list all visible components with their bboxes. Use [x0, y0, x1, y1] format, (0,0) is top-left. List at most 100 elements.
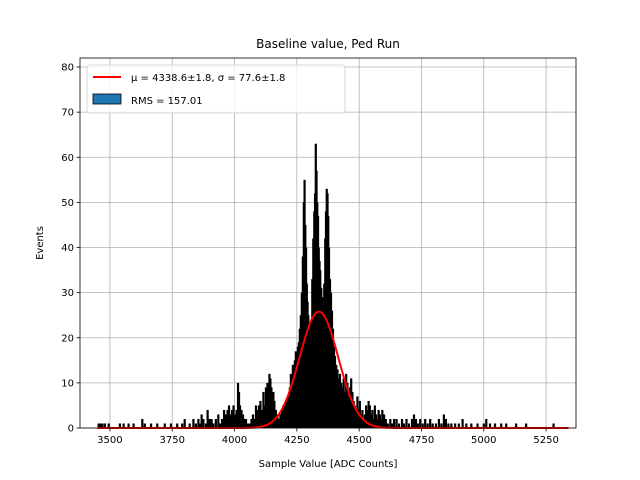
histogram-bar	[183, 418, 186, 428]
histogram-bar	[260, 409, 264, 428]
histogram-bar	[442, 414, 445, 428]
legend-fit-label: μ = 4338.6±1.8, σ = 77.6±1.8	[131, 73, 285, 84]
histogram-bar	[410, 418, 414, 428]
y-tick-label: 40	[61, 243, 74, 254]
histogram-bar	[273, 400, 276, 428]
histogram-bar	[97, 423, 100, 428]
histogram-bar	[407, 423, 411, 428]
histogram-bar	[143, 423, 146, 428]
y-tick-label: 0	[68, 424, 74, 435]
histogram-bar	[214, 418, 217, 428]
histogram-bar	[390, 423, 394, 428]
histogram-bar	[488, 423, 492, 428]
histogram-bar	[127, 423, 130, 428]
histogram-bar	[217, 414, 220, 428]
histogram-bar	[181, 423, 184, 428]
histogram-bar	[400, 418, 404, 428]
histogram-bar	[122, 423, 125, 428]
histogram-bar	[402, 423, 406, 428]
histogram-bar	[351, 391, 354, 428]
histogram-bar	[218, 423, 222, 428]
histogram-bar	[440, 423, 443, 428]
histogram-bar	[118, 423, 121, 428]
histogram-bar	[348, 387, 352, 428]
histogram-bar	[220, 418, 224, 428]
histogram-bar	[505, 423, 508, 428]
histogram-bar	[350, 378, 353, 428]
histogram-bar	[515, 423, 518, 428]
histogram-bar	[500, 423, 503, 428]
histogram-bar	[194, 423, 197, 428]
x-tick-label: 4000	[222, 435, 247, 446]
legend: μ = 4338.6±1.8, σ = 77.6±1.8 RMS = 157.0…	[86, 64, 346, 114]
histogram-bar	[169, 423, 173, 428]
histogram-bar	[454, 423, 457, 428]
histogram-bar	[246, 423, 249, 428]
histogram-bar	[250, 418, 253, 428]
histogram-bar	[384, 418, 387, 428]
histogram-bar	[132, 423, 135, 428]
histogram-bar	[355, 409, 358, 428]
histogram-bar	[163, 423, 166, 428]
histogram-bar	[238, 405, 242, 428]
histogram-bar	[450, 423, 453, 428]
y-axis-label: Events	[35, 226, 46, 260]
histogram-bar	[283, 405, 286, 428]
histogram-bar	[382, 414, 386, 428]
histogram-bar	[149, 423, 153, 428]
x-tick-label: 3750	[159, 435, 184, 446]
histogram-bar	[352, 400, 355, 428]
histogram-bar	[381, 409, 384, 428]
histogram-bar	[227, 405, 231, 428]
histogram-bar	[253, 418, 256, 428]
histogram-bar	[444, 418, 447, 428]
histogram-bar	[434, 423, 438, 428]
histogram-bar	[340, 382, 343, 428]
y-tick-label: 20	[61, 333, 74, 344]
histogram-bar	[360, 414, 363, 428]
histogram-bar	[256, 409, 259, 428]
histogram-bar	[235, 409, 238, 428]
x-tick-label: 5000	[471, 435, 496, 446]
chart-title: Baseline value, Ped Run	[256, 37, 400, 51]
histogram-bar	[206, 409, 209, 428]
histogram-bar	[525, 423, 528, 428]
histogram-bar	[199, 423, 202, 428]
histogram-bar	[103, 423, 107, 428]
histogram-bar	[366, 409, 369, 428]
histogram-bar	[342, 378, 345, 428]
x-tick-label: 4250	[284, 435, 309, 446]
histogram-bar	[335, 364, 338, 428]
histogram-bar	[345, 373, 348, 428]
histogram-bar	[343, 391, 347, 428]
histogram-bar	[395, 418, 398, 428]
histogram-bar	[224, 414, 227, 428]
histogram-bar	[347, 396, 350, 428]
y-tick-label: 10	[61, 378, 74, 389]
histogram-bar	[346, 382, 349, 428]
histogram-bar	[419, 418, 422, 428]
histogram-bar	[257, 405, 261, 428]
histogram-bar	[431, 423, 434, 428]
histogram-bar	[240, 409, 243, 428]
histogram-bar	[457, 423, 460, 428]
histogram-bars	[97, 143, 555, 429]
histogram-bar	[285, 400, 288, 428]
histogram-bar	[337, 378, 340, 428]
histogram-bar	[280, 409, 283, 428]
y-tick-label: 70	[61, 108, 74, 119]
histogram-bar	[336, 369, 339, 428]
x-axis-ticks: 3500 3750 4000 4250 4500 4750 5000 5250	[97, 428, 559, 446]
histogram-bar	[222, 409, 226, 428]
histogram-bar	[386, 423, 389, 428]
histogram-bar	[232, 405, 235, 428]
histogram-bar	[392, 418, 396, 428]
y-tick-label: 80	[61, 63, 74, 74]
histogram-bar	[141, 418, 144, 428]
histogram-bar	[476, 423, 479, 428]
histogram-bar	[244, 418, 248, 428]
histogram-bar	[362, 418, 365, 428]
histogram-bar	[338, 373, 342, 428]
histogram-bar	[243, 418, 246, 428]
